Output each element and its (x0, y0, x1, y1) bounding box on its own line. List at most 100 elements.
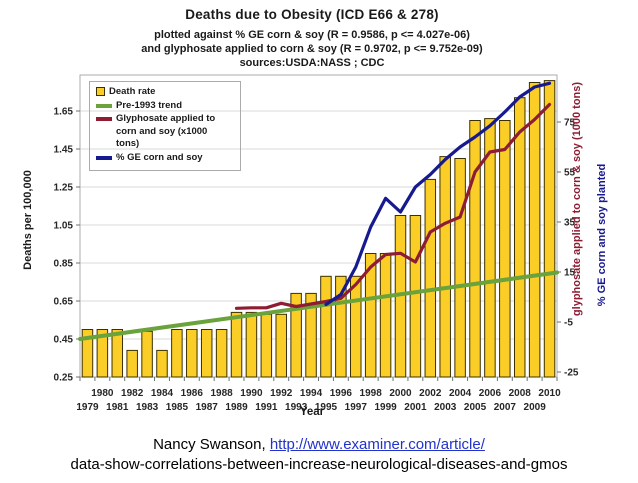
death-rate-bar (141, 330, 153, 378)
chart-title: Deaths due to Obesity (ICD E66 & 278) (185, 7, 439, 22)
title-block: Deaths due to Obesity (ICD E66 & 278) pl… (0, 0, 624, 69)
death-rate-bar (439, 156, 451, 378)
death-rate-bar (230, 311, 243, 378)
citation-line-1: Nancy Swanson, http://www.examiner.com/a… (0, 436, 638, 453)
legend-label: Death rate (109, 86, 156, 97)
right-axis-title-ge: % GE corn and soy planted (596, 163, 608, 307)
death-rate-bar (215, 329, 228, 378)
death-rate-bar (469, 120, 481, 378)
death-rate-bar (200, 329, 213, 378)
death-rate-bar (320, 275, 332, 378)
x-axis-year-label: 1987 (196, 402, 219, 413)
right-axis-tick-label: 15 (564, 268, 576, 279)
death-rate-bar (379, 253, 392, 378)
death-rate-bar (305, 292, 317, 378)
death-rate-bar (156, 349, 168, 378)
legend-label: Glyphosate applied to corn and soy (x100… (116, 113, 216, 149)
x-axis-year-label: 1981 (106, 402, 129, 413)
legend-item-ge: % GE corn and soy (96, 152, 234, 165)
right-axis-tick-label: 55 (564, 168, 576, 179)
legend-label: % GE corn and soy (116, 151, 203, 163)
right-axis-tick-label: 35 (564, 218, 576, 229)
death-rate-bar (364, 253, 377, 378)
death-rate-bar (484, 118, 496, 378)
x-axis-year-label: 1986 (181, 388, 204, 399)
death-rate-swatch-icon (96, 87, 105, 96)
left-axis-tick-label: 0.45 (54, 335, 74, 346)
death-rate-bar (171, 329, 183, 378)
left-axis-tick-label: 1.65 (54, 107, 74, 118)
x-axis-year-label: 1996 (330, 388, 353, 399)
x-axis-year-label: 1984 (151, 388, 174, 399)
legend-item-death-rate: Death rate (96, 86, 234, 99)
x-axis-year-label: 1980 (91, 388, 114, 399)
death-rate-bar (454, 158, 466, 378)
ge-line-swatch-icon (96, 155, 112, 160)
x-axis-year-label: 2001 (404, 402, 427, 413)
chart-subtitle-1: plotted against % GE corn & soy (R = 0.9… (154, 29, 470, 41)
left-axis-tick-label: 0.25 (54, 373, 74, 384)
death-rate-bar (186, 329, 198, 378)
glyphosate-line (234, 102, 552, 310)
right-axis-tick-label: -25 (564, 368, 579, 379)
death-rate-bar (96, 329, 109, 378)
x-axis-year-label: 2007 (494, 402, 517, 413)
x-axis-year-label: 2005 (464, 402, 487, 413)
x-axis-year-label: 2010 (538, 388, 561, 399)
ge-corn-soy-line (324, 81, 552, 307)
left-axis-title: Deaths per 100,000 (22, 170, 34, 270)
left-axis-tick-label: 0.85 (54, 259, 74, 270)
pre-1993-trend-line (78, 270, 559, 341)
x-axis-year-label: 1998 (360, 388, 383, 399)
x-axis-year-label: 2002 (419, 388, 442, 399)
citation-author: Nancy Swanson, (153, 436, 270, 453)
x-axis-year-label: 2000 (389, 388, 412, 399)
x-axis-year-label: 1983 (136, 402, 159, 413)
x-axis-year-label: 1993 (285, 402, 308, 413)
glyphosate-line-swatch-icon (96, 117, 112, 121)
death-rate-bar (543, 80, 556, 378)
x-axis-title: Year (299, 406, 325, 418)
death-rate-bar (275, 313, 287, 378)
x-axis-year-label: 2009 (524, 402, 547, 413)
chart-subtitle-2: and glyphosate applied to corn & soy (R … (141, 43, 483, 55)
right-axis-tick-label: 75 (564, 118, 576, 129)
death-rate-bar (111, 329, 124, 378)
x-axis-year-label: 1994 (300, 388, 323, 399)
death-rate-bar (260, 313, 273, 378)
x-axis-year-label: 2008 (509, 388, 532, 399)
legend-label: Pre-1993 trend (116, 99, 183, 111)
x-axis-year-label: 2006 (479, 388, 502, 399)
right-axis-tick-label: -5 (564, 318, 573, 329)
death-rate-bar (335, 275, 347, 378)
death-rate-bar (528, 82, 541, 378)
x-axis-year-label: 2004 (449, 388, 472, 399)
death-rate-bar (290, 292, 302, 378)
legend-item-glyphosate: Glyphosate applied to corn and soy (x100… (96, 113, 234, 151)
trend-line-swatch-icon (96, 103, 112, 108)
x-axis-year-label: 1995 (315, 402, 338, 413)
x-axis-year-label: 1979 (76, 402, 99, 413)
x-axis-year-label: 1982 (121, 388, 144, 399)
left-axis-tick-label: 0.65 (54, 297, 74, 308)
death-rate-bar (81, 329, 94, 378)
citation-line-2: data-show-correlations-between-increase-… (70, 456, 568, 473)
chart-legend: Death rate Pre-1993 trend Glyphosate app… (89, 81, 241, 171)
x-axis-year-label: 1988 (210, 388, 233, 399)
death-rate-bar (350, 275, 362, 378)
chart-subtitle-3: sources:USDA:NASS ; CDC (239, 57, 385, 69)
x-axis-year-label: 1999 (374, 402, 397, 413)
death-rate-bar (499, 120, 511, 378)
x-axis-year-label: 1990 (240, 388, 263, 399)
x-axis-year-label: 1992 (270, 388, 293, 399)
death-rate-bar (409, 215, 422, 378)
x-axis-year-label: 1989 (225, 402, 248, 413)
x-axis-year-label: 1985 (166, 402, 189, 413)
death-rate-bar (513, 97, 526, 378)
death-rate-bar (126, 349, 138, 378)
citation-link[interactable]: http://www.examiner.com/article/ (269, 436, 485, 453)
x-axis-year-label: 1991 (255, 402, 278, 413)
death-rate-bar (245, 311, 258, 378)
